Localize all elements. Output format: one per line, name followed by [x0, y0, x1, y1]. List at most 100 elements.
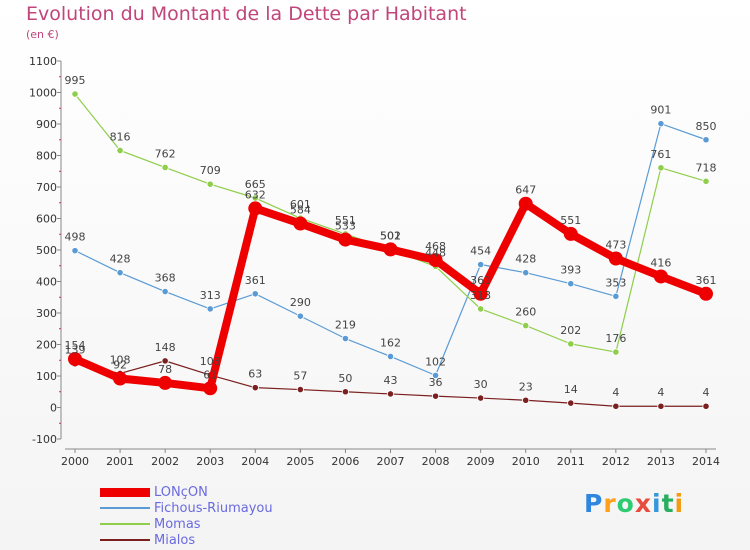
data-point: [567, 340, 575, 348]
data-label: 353: [605, 276, 626, 289]
x-tick-label: 2010: [512, 455, 540, 468]
y-tick-label: 100: [36, 370, 57, 383]
data-label: 361: [470, 274, 491, 287]
data-label: 368: [155, 272, 176, 285]
legend-item: Fichous-Riumayou: [100, 500, 273, 516]
logo-letter: P: [584, 489, 604, 518]
data-label: 219: [335, 319, 356, 332]
data-label: 454: [470, 244, 491, 257]
data-point: [251, 290, 259, 298]
legend-label: Momas: [154, 516, 201, 532]
legend-item: LONçON: [100, 484, 273, 500]
data-label: 139: [65, 344, 86, 357]
data-label: 43: [384, 374, 398, 387]
data-point: [161, 163, 169, 172]
logo-letter: r: [603, 489, 617, 518]
series-2: [71, 90, 710, 356]
series-1: [71, 120, 710, 379]
data-point: [296, 312, 304, 320]
legend-swatch: [100, 539, 150, 541]
chart-title: Evolution du Montant de la Dette par Hab…: [26, 3, 467, 25]
y-tick-label: 500: [36, 244, 57, 257]
legend-label: LONçON: [154, 484, 208, 500]
data-label: 148: [155, 341, 176, 354]
data-point: [116, 146, 124, 155]
data-label: 4: [703, 386, 710, 399]
data-point: [338, 232, 353, 247]
data-point: [251, 194, 259, 202]
data-label: 162: [380, 336, 401, 349]
data-label: 30: [474, 378, 488, 391]
data-point: [657, 120, 665, 128]
data-label: 4: [657, 386, 664, 399]
y-tick-label: 600: [36, 213, 57, 226]
data-point: [71, 90, 79, 98]
data-label: 154: [65, 339, 86, 352]
data-label: 36: [429, 376, 443, 389]
data-point: [612, 348, 620, 356]
data-label: 313: [200, 289, 221, 302]
data-label: 584: [290, 204, 311, 217]
y-tick-label: 800: [36, 150, 57, 163]
data-label: 313: [470, 289, 491, 302]
data-label: 665: [245, 178, 266, 191]
data-label: 601: [290, 198, 311, 211]
data-point: [702, 177, 710, 185]
data-label: 50: [338, 372, 352, 385]
data-point: [158, 375, 173, 390]
data-point: [522, 396, 530, 404]
x-tick-label: 2012: [602, 455, 630, 468]
data-point: [477, 305, 485, 313]
data-point: [477, 394, 485, 402]
data-point: [341, 334, 350, 343]
y-tick-label: 900: [36, 118, 57, 131]
series-line: [74, 93, 707, 353]
data-label: 533: [335, 220, 356, 233]
y-tick-label: 1000: [29, 87, 57, 100]
data-point: [473, 286, 488, 301]
data-label: 850: [696, 120, 717, 133]
x-tick-label: 2014: [692, 455, 720, 468]
x-tick-label: 2000: [61, 455, 89, 468]
data-label: 14: [564, 383, 578, 396]
data-point: [477, 260, 485, 269]
data-point: [657, 164, 665, 172]
data-label: 108: [110, 353, 131, 366]
x-tick-label: 2007: [377, 455, 405, 468]
data-point: [116, 269, 124, 277]
series-0: [68, 196, 713, 396]
data-label: 428: [515, 253, 536, 266]
logo-letter: t: [661, 489, 675, 518]
y-tick-label: 300: [36, 307, 57, 320]
data-point: [293, 216, 308, 231]
data-label: 647: [515, 184, 536, 197]
data-label: 428: [110, 253, 131, 266]
data-point: [71, 247, 79, 255]
data-point: [612, 292, 620, 300]
data-label: 709: [200, 164, 221, 177]
data-label: 551: [560, 214, 581, 227]
data-label: 468: [425, 240, 446, 253]
data-point: [383, 242, 398, 257]
data-point: [203, 381, 218, 396]
x-tick-label: 2006: [331, 455, 359, 468]
data-point: [161, 357, 169, 365]
y-tick-label: 0: [50, 402, 57, 415]
logo-letter: o: [616, 489, 635, 518]
x-tick-label: 2004: [241, 455, 269, 468]
x-tick-label: 2005: [286, 455, 314, 468]
data-label: 102: [425, 355, 446, 368]
x-tick-label: 2002: [151, 455, 179, 468]
y-tick-label: 1100: [29, 55, 57, 68]
data-label: 63: [248, 368, 262, 381]
data-label: 761: [650, 148, 671, 161]
legend: LONçON Fichous-Riumayou Momas Mialos: [100, 484, 273, 548]
x-tick-label: 2011: [557, 455, 585, 468]
data-point: [612, 402, 620, 410]
line-chart: -100 0 100 200 300 400 500 600 700 800 900 1000 1100…: [29, 55, 720, 468]
data-label: 260: [515, 306, 536, 319]
data-label: 361: [696, 274, 717, 287]
data-point: [206, 305, 214, 313]
data-point: [702, 136, 710, 144]
